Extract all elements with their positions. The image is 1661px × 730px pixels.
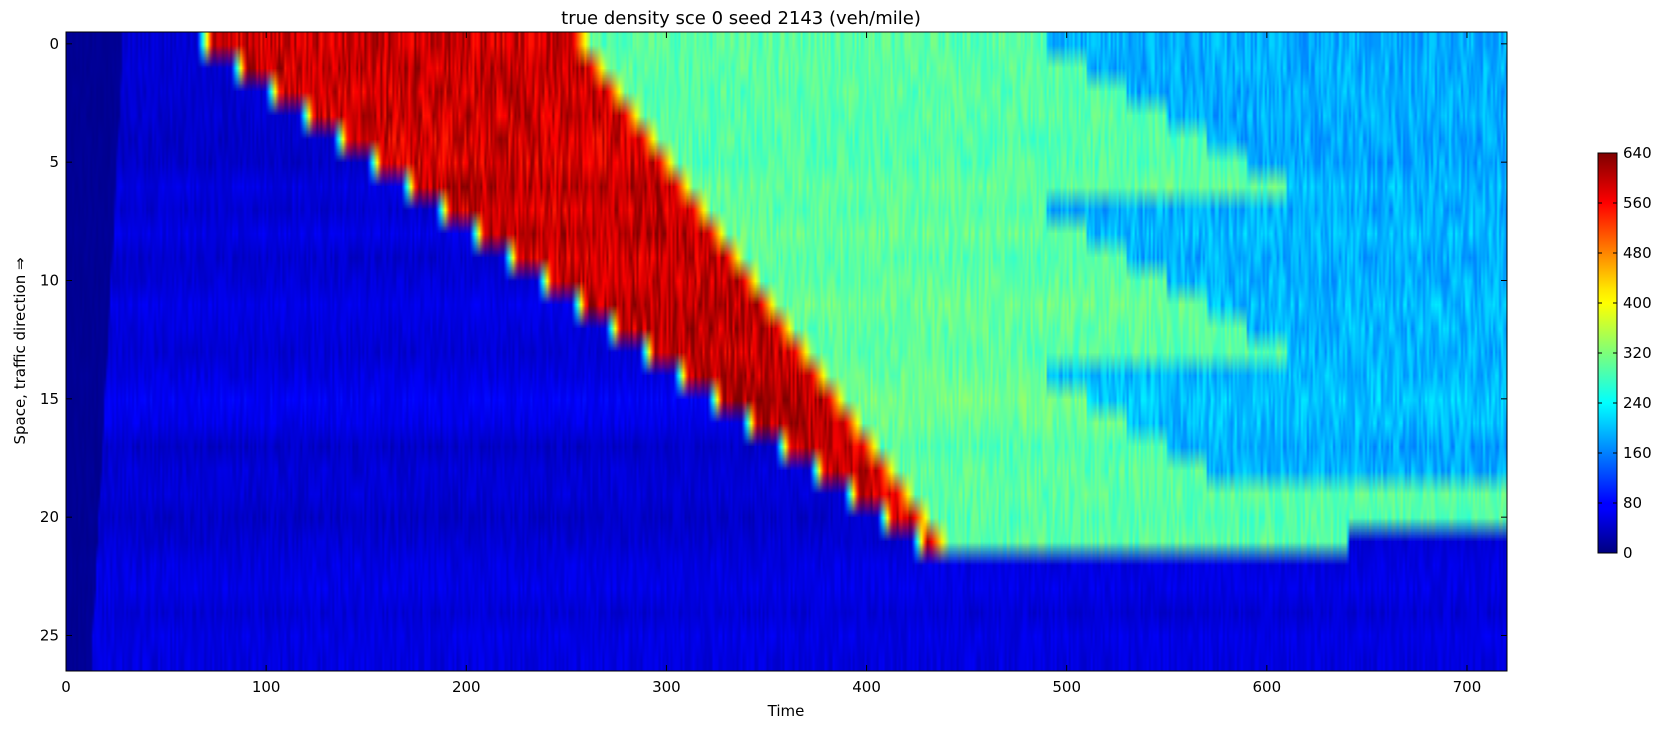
y-tick-label: 10 xyxy=(40,272,59,290)
x-tick-label: 500 xyxy=(1052,678,1081,696)
y-tick-label: 20 xyxy=(40,508,59,526)
x-tick-label: 700 xyxy=(1453,678,1482,696)
colorbar: 0 80 160 240 320 400 480 560 640 xyxy=(1597,144,1652,562)
y-tick-label: 0 xyxy=(49,35,59,53)
y-axis: 0 5 10 15 20 25 xyxy=(40,35,1507,645)
colorbar-tick-label: 320 xyxy=(1623,344,1652,362)
colorbar-tick-label: 160 xyxy=(1623,444,1652,462)
colorbar-tick-label: 640 xyxy=(1623,144,1652,162)
x-tick-label: 600 xyxy=(1253,678,1282,696)
colorbar-tick-label: 560 xyxy=(1623,194,1652,212)
colorbar-tick-label: 80 xyxy=(1623,494,1642,512)
colorbar-tick-label: 480 xyxy=(1623,244,1652,262)
y-tick-label: 5 xyxy=(49,153,59,171)
x-tick-label: 100 xyxy=(252,678,281,696)
chart-title: true density sce 0 seed 2143 (veh/mile) xyxy=(561,8,921,29)
y-tick-label: 25 xyxy=(40,627,59,645)
y-tick-label: 15 xyxy=(40,390,59,408)
x-tick-label: 300 xyxy=(652,678,681,696)
colorbar-tick-label: 0 xyxy=(1623,544,1633,562)
x-axis: 0 100 200 300 400 500 600 700 xyxy=(61,32,1481,696)
heatmap xyxy=(66,32,1507,671)
x-tick-label: 200 xyxy=(452,678,481,696)
colorbar-tick-label: 400 xyxy=(1623,294,1652,312)
x-axis-label: Time xyxy=(767,702,805,720)
colorbar-tick-label: 240 xyxy=(1623,394,1652,412)
x-tick-label: 0 xyxy=(61,678,71,696)
y-axis-label: Space, traffic direction ⇒ xyxy=(11,257,29,444)
x-tick-label: 400 xyxy=(852,678,881,696)
heatmap-raster xyxy=(66,32,1507,671)
plot-frame xyxy=(65,31,1508,672)
colorbar-ticks: 0 80 160 240 320 400 480 560 640 xyxy=(1598,144,1652,562)
